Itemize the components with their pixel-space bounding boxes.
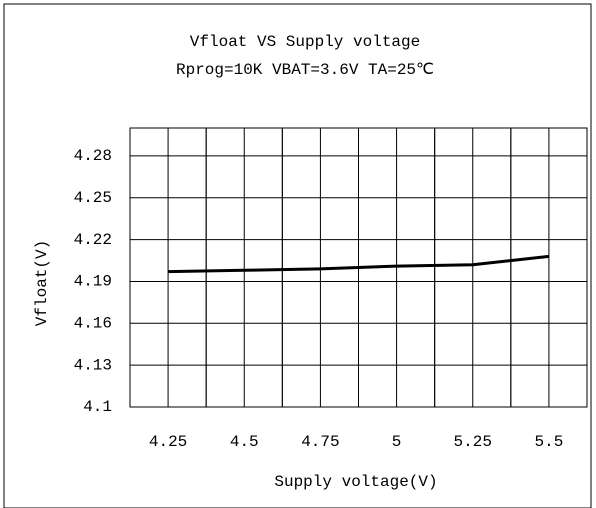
y-tick-label: 4.16 [74,315,112,333]
y-tick-label: 4.1 [83,398,112,416]
x-tick-label: 5.5 [535,433,564,451]
x-tick-label: 4.75 [301,433,339,451]
line [168,254,550,274]
x-tick-label: 4.25 [149,433,187,451]
x-axis-label: Supply voltage(V) [274,473,437,491]
chart-title: Vfloat VS Supply voltage [190,33,420,51]
chart-subtitle: Rprog=10K VBAT=3.6V TA=25℃ [176,61,434,79]
y-tick-label: 4.19 [74,273,112,291]
x-tick-label: 5 [392,433,402,451]
y-axis-label: Vfloat(V) [33,240,51,326]
y-tick-label: 4.13 [74,356,112,374]
y-tick-label: 4.28 [74,147,112,165]
y-tick-label: 4.25 [74,189,112,207]
frame [3,3,592,508]
x-tick-label: 4.5 [230,433,259,451]
x-tick-label: 5.25 [454,433,492,451]
y-tick-label: 4.22 [74,231,112,249]
